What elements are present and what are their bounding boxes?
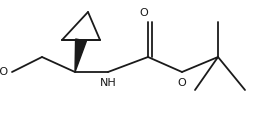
Polygon shape	[75, 39, 86, 72]
Text: NH: NH	[100, 78, 116, 88]
Text: O: O	[140, 8, 148, 18]
Text: HO: HO	[0, 67, 9, 77]
Text: O: O	[178, 78, 186, 88]
